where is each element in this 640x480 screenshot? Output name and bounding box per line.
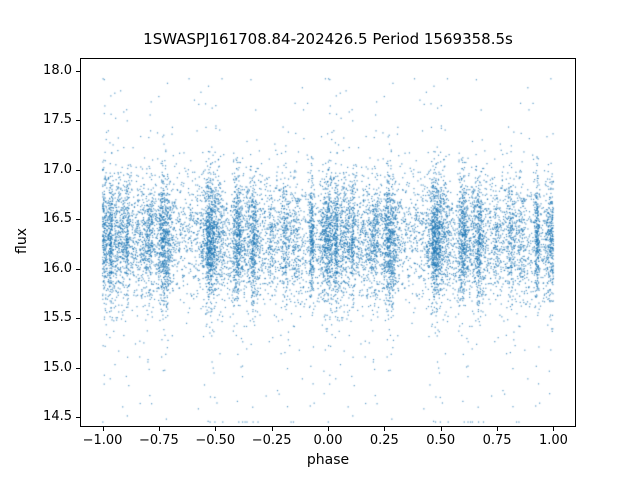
y-tick-label: 16.0 bbox=[43, 260, 72, 276]
y-tick-mark bbox=[76, 169, 80, 171]
x-tick-mark bbox=[271, 427, 273, 431]
x-tick-label: 0.75 bbox=[482, 433, 512, 448]
y-tick-mark bbox=[76, 70, 80, 72]
x-tick-mark bbox=[553, 427, 555, 431]
y-tick-label: 16.5 bbox=[43, 211, 72, 227]
x-tick-label: 0.50 bbox=[426, 433, 456, 448]
y-tick-label: 14.5 bbox=[43, 409, 72, 425]
y-axis-label: flux bbox=[14, 228, 30, 254]
y-tick-mark bbox=[76, 219, 80, 221]
scatter-canvas bbox=[80, 58, 576, 427]
x-tick-mark bbox=[102, 427, 104, 431]
x-tick-mark bbox=[158, 427, 160, 431]
y-tick-mark bbox=[76, 318, 80, 320]
x-tick-label: −0.25 bbox=[251, 433, 292, 448]
y-tick-label: 15.0 bbox=[43, 359, 72, 375]
x-tick-label: 0.00 bbox=[313, 433, 343, 448]
x-tick-label: −0.75 bbox=[138, 433, 179, 448]
x-tick-label: −1.00 bbox=[82, 433, 123, 448]
y-tick-label: 15.5 bbox=[43, 310, 72, 326]
y-tick-mark bbox=[76, 120, 80, 122]
y-tick-mark bbox=[76, 417, 80, 419]
x-axis-label: phase bbox=[306, 452, 350, 468]
x-tick-label: 0.25 bbox=[369, 433, 399, 448]
plot-area bbox=[80, 58, 576, 427]
y-tick-mark bbox=[76, 268, 80, 270]
x-tick-mark bbox=[384, 427, 386, 431]
chart-title: 1SWASPJ161708.84-202426.5 Period 1569358… bbox=[143, 30, 513, 48]
y-tick-label: 17.5 bbox=[43, 112, 72, 128]
x-tick-label: 1.00 bbox=[538, 433, 568, 448]
x-tick-mark bbox=[215, 427, 217, 431]
y-tick-label: 18.0 bbox=[43, 62, 72, 78]
x-tick-mark bbox=[328, 427, 329, 431]
x-tick-label: −0.50 bbox=[195, 433, 236, 448]
x-tick-mark bbox=[440, 427, 442, 431]
y-tick-mark bbox=[76, 367, 80, 369]
y-tick-label: 17.0 bbox=[43, 161, 72, 177]
x-tick-mark bbox=[497, 427, 499, 431]
